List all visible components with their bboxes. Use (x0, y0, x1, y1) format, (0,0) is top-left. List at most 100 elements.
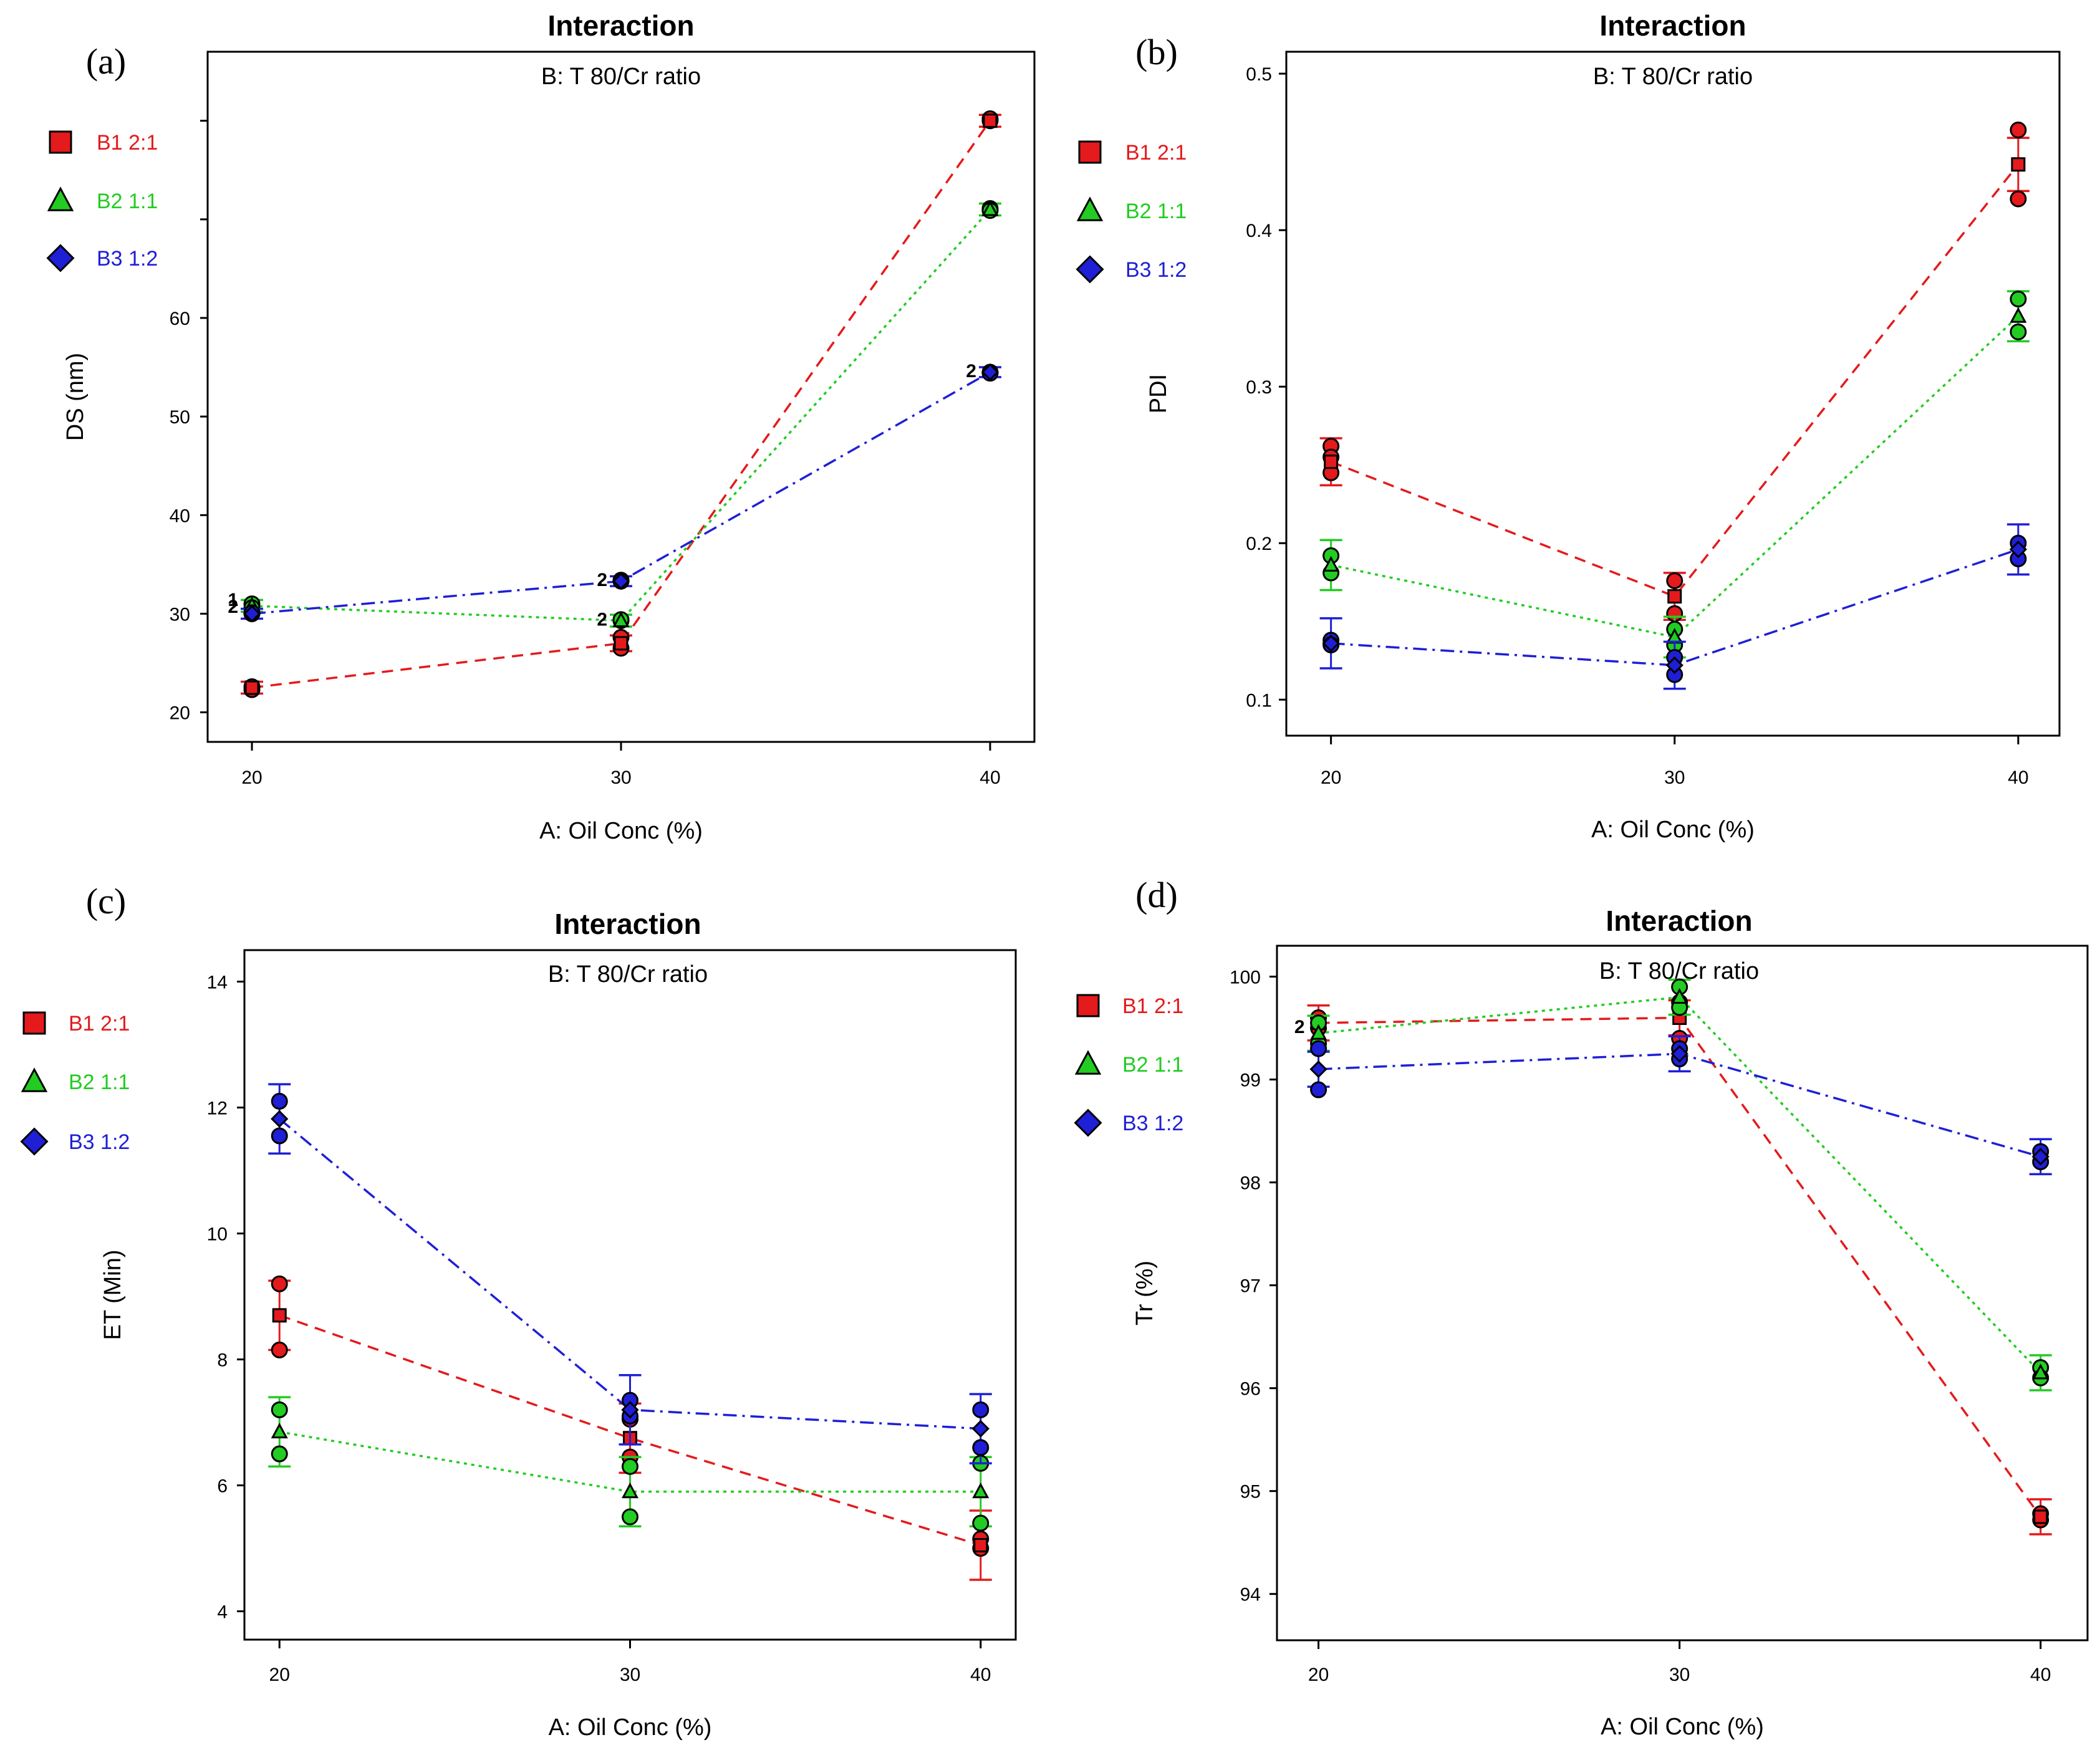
y-axis-label: DS (nm) (62, 353, 89, 441)
y-axis-label: PDI (1145, 374, 1172, 413)
y-tick-label: 0.5 (1246, 64, 1272, 85)
y-axis-label: Tr (%) (1132, 1261, 1158, 1325)
legend-label: B3 1:2 (69, 1130, 130, 1154)
design-point (271, 1127, 288, 1145)
mean-marker (1665, 656, 1683, 675)
y-tick-label: 96 (1240, 1379, 1261, 1400)
mean-marker (981, 200, 999, 216)
legend-marker (22, 1011, 46, 1035)
plot-area (268, 1083, 992, 1581)
y-tick-label: 6 (217, 1476, 228, 1497)
y-tick-label: 94 (1240, 1585, 1261, 1605)
mean-marker (2031, 1148, 2049, 1166)
factor-subtitle: B: T 80/Cr ratio (548, 961, 708, 988)
mean-marker (271, 1110, 289, 1128)
mean-marker (971, 1420, 990, 1438)
mean-marker (981, 363, 999, 382)
mean-marker (243, 605, 261, 623)
panel-label: (d) (1135, 875, 1178, 915)
mean-marker (972, 1482, 990, 1499)
chart-title: Interaction (1606, 905, 1752, 937)
design-point (2010, 190, 2027, 208)
series-line (251, 208, 991, 622)
y-tick-label: 8 (217, 1350, 228, 1371)
series-b3 (1319, 523, 2030, 690)
design-point (271, 1275, 288, 1292)
design-point (2010, 291, 2027, 308)
point-count-label: 2 (597, 609, 607, 630)
mean-marker (272, 1308, 287, 1323)
y-tick-label: 97 (1240, 1276, 1261, 1297)
x-tick-label: 30 (1669, 1665, 1690, 1685)
series-line (1331, 548, 2019, 666)
mean-marker (1670, 1045, 1688, 1063)
legend-label: B2 1:1 (1125, 199, 1187, 223)
legend-marker (21, 1067, 48, 1092)
y-tick-label: 12 (207, 1098, 228, 1119)
y-tick-label: 100 (1230, 968, 1261, 988)
mean-marker (244, 680, 259, 695)
mean-marker (973, 1537, 988, 1552)
legend-label: B2 1:1 (1122, 1053, 1183, 1077)
design-point (2010, 323, 2027, 340)
panel-a-ds-chart: (a) Interaction B: T 80/Cr ratio 20 30 40 50 60… (46, 9, 1036, 844)
x-axis-label: A: Oil Conc (%) (539, 818, 703, 844)
mean-marker (621, 1482, 639, 1499)
mean-marker (271, 1423, 288, 1439)
x-tick-label: 20 (1321, 767, 1341, 788)
y-axis-label: ET (Min) (100, 1250, 126, 1340)
legend-label: B1 2:1 (1125, 141, 1187, 165)
y-tick-label: 40 (170, 506, 190, 526)
x-tick-label: 20 (1308, 1665, 1329, 1685)
series-b3 (1307, 1035, 2052, 1176)
x-tick-label: 30 (620, 1665, 640, 1685)
mean-marker (1309, 1060, 1327, 1079)
legend-label: B2 1:1 (69, 1070, 130, 1094)
series-b2 (268, 1396, 992, 1532)
legend-label: B3 1:2 (1122, 1112, 1183, 1135)
y-tick-label: 0.1 (1246, 690, 1272, 711)
x-tick-label: 40 (2030, 1665, 2051, 1685)
point-count-label: 1 (228, 590, 238, 610)
x-tick-label: 40 (970, 1665, 991, 1685)
series-b2 (241, 199, 1001, 629)
design-point (271, 1401, 288, 1418)
panel-b-pdi-chart: (b) Interaction B: T 80/Cr ratio 0.1 0.2 0.3 0… (1076, 9, 2061, 843)
x-tick-label: 30 (610, 767, 631, 788)
point-count-label: 2 (228, 597, 238, 617)
mean-marker (1667, 589, 1682, 604)
mean-marker (1671, 988, 1688, 1004)
mean-marker (2033, 1509, 2048, 1524)
y-tick-label: 0.3 (1246, 377, 1272, 398)
chart-title: Interaction (1599, 9, 1746, 42)
legend-marker (1076, 255, 1104, 284)
y-tick-label: 30 (170, 604, 190, 625)
y-tick-label: 95 (1240, 1482, 1261, 1502)
mean-marker (2032, 1363, 2049, 1380)
chart-title: Interaction (547, 9, 694, 42)
plot-frame (1285, 50, 2061, 737)
legend-marker (1074, 1050, 1102, 1075)
mean-marker (1322, 555, 1340, 572)
plot-frame (243, 949, 1017, 1641)
design-point (271, 1341, 288, 1358)
plot-frame (1276, 945, 2089, 1642)
mean-marker (2010, 307, 2027, 323)
legend-marker (1076, 196, 1104, 221)
series-line (1318, 1016, 2042, 1517)
x-tick-label: 20 (241, 767, 262, 788)
series-line (1331, 163, 2020, 598)
x-tick-label: 40 (980, 767, 1000, 788)
mean-marker (1324, 454, 1339, 469)
design-point (1310, 1081, 1327, 1098)
y-tick-label: 50 (170, 407, 190, 428)
y-tick-label: 0.4 (1246, 221, 1272, 241)
legend-marker (1078, 140, 1102, 164)
mean-marker (612, 572, 630, 590)
legend-marker (47, 186, 74, 211)
y-tick-label: 0.2 (1246, 534, 1272, 554)
x-axis-label: A: Oil Conc (%) (549, 1714, 712, 1741)
point-count-label: 2 (966, 361, 976, 382)
